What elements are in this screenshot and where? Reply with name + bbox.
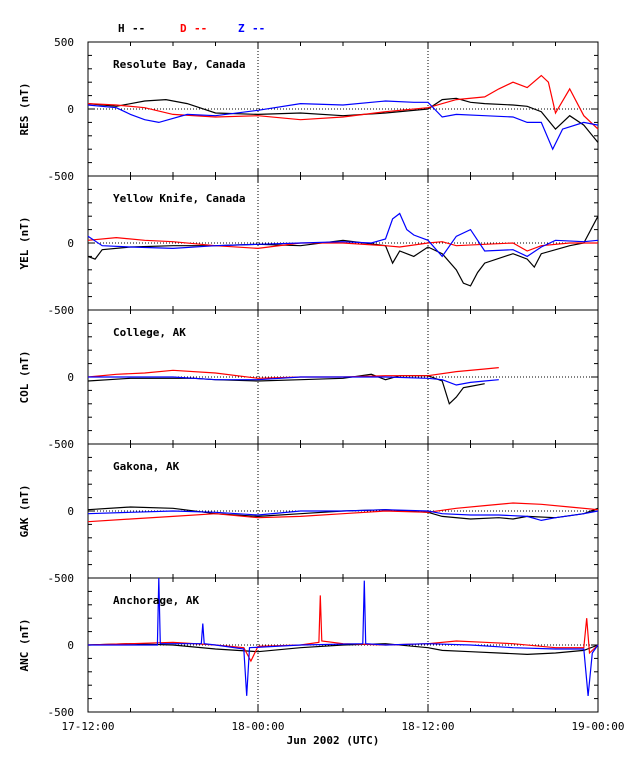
y-tick-label: -500	[48, 706, 75, 719]
x-axis-label: Jun 2002 (UTC)	[287, 734, 380, 747]
y-tick-label: 0	[67, 505, 74, 518]
y-tick-label: 0	[67, 371, 74, 384]
series-line-Z	[87, 100, 599, 151]
legend-marker-D: --	[194, 22, 207, 35]
series-line-Z	[88, 577, 599, 696]
legend-label-Z: Z	[238, 22, 245, 35]
y-tick-label: 0	[67, 103, 74, 116]
x-tick-label: 18-00:00	[232, 720, 285, 733]
series-line-D	[87, 595, 599, 663]
panel-title: Anchorage, AK	[113, 594, 199, 607]
series-line-D	[87, 502, 599, 523]
y-tick-label: -500	[48, 304, 75, 317]
y-axis-label: COL (nT)	[18, 351, 31, 404]
panel-title: College, AK	[113, 326, 186, 339]
series-line-H	[87, 643, 599, 656]
y-tick-label: -500	[48, 438, 75, 451]
y-tick-label: 0	[67, 639, 74, 652]
y-axis-label: GAK (nT)	[18, 485, 31, 538]
x-tick-label: 19-00:00	[572, 720, 625, 733]
series-line-D	[87, 236, 598, 252]
y-axis-label: YEL (nT)	[18, 217, 31, 270]
legend-marker-H: --	[132, 22, 145, 35]
y-tick-label: -500	[48, 572, 75, 585]
y-tick-label: -500	[48, 170, 75, 183]
panel-title: Yellow Knife, Canada	[113, 192, 245, 205]
x-tick-label: 18-12:00	[402, 720, 455, 733]
y-axis-label: ANC (nT)	[18, 619, 31, 672]
legend-label-H: H	[118, 22, 125, 35]
y-tick-label: 500	[54, 36, 74, 49]
x-tick-label: 17-12:00	[62, 720, 115, 733]
series-line-H	[87, 97, 599, 143]
legend-label-D: D	[180, 22, 187, 35]
panel-title: Resolute Bay, Canada	[113, 58, 245, 71]
panel-title: Gakona, AK	[113, 460, 180, 473]
series-line-Z	[87, 509, 599, 522]
series-line-Z	[88, 376, 499, 386]
y-axis-label: RES (nT)	[18, 83, 31, 136]
series-line-Z	[87, 212, 599, 258]
series-line-D	[87, 74, 599, 130]
series-line-H	[87, 215, 599, 287]
legend-marker-Z: --	[252, 22, 265, 35]
y-tick-label: 0	[67, 237, 74, 250]
